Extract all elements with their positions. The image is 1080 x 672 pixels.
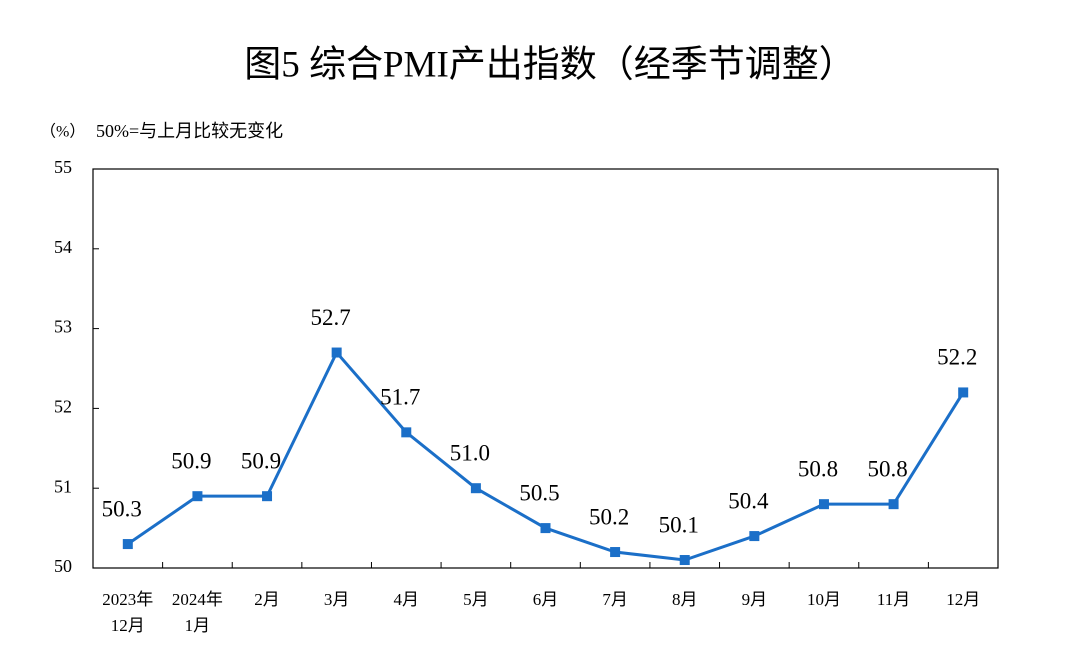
y-tick-label: 55 [54, 157, 72, 177]
value-label: 50.9 [171, 448, 211, 473]
plot-frame [92, 168, 999, 569]
x-tick-label: 2023年 [102, 590, 153, 609]
unit-label: （%） [40, 123, 85, 141]
point [749, 531, 760, 542]
x-tick-label: 2月 [254, 590, 280, 609]
point [401, 427, 412, 438]
x-tick-label: 5月 [463, 590, 489, 609]
x-tick-label: 12月 [111, 616, 145, 635]
x-tick-label: 4月 [394, 590, 420, 609]
point [470, 483, 481, 494]
point [192, 491, 203, 502]
x-tick-label: 1月 [185, 616, 211, 635]
y-tick-label: 53 [54, 317, 72, 337]
value-label: 50.5 [519, 480, 559, 505]
value-label: 51.7 [380, 385, 420, 410]
y-tick-label: 51 [54, 476, 72, 496]
x-tick-label: 11月 [877, 590, 910, 609]
value-label: 52.7 [311, 305, 351, 330]
value-label: 51.0 [450, 440, 490, 465]
point [610, 547, 621, 558]
y-tick-label: 50 [54, 556, 72, 576]
value-label: 50.8 [867, 456, 907, 481]
point [331, 347, 342, 358]
value-label: 50.4 [728, 488, 769, 513]
y-tick-label: 52 [54, 397, 72, 417]
point [122, 539, 133, 550]
value-label: 50.8 [798, 456, 838, 481]
y-tick-label: 54 [54, 237, 72, 257]
point [958, 387, 969, 398]
x-tick-label: 3月 [324, 590, 350, 609]
x-tick-label: 9月 [742, 590, 768, 609]
x-tick-label: 7月 [602, 590, 628, 609]
point [679, 555, 690, 566]
point [888, 499, 899, 510]
value-label: 50.1 [659, 512, 699, 537]
value-label: 52.2 [937, 345, 977, 370]
point [262, 491, 273, 502]
x-tick-label: 6月 [533, 590, 559, 609]
chart-title: 图5 综合PMI产出指数（经季节调整） [244, 43, 856, 85]
x-tick-label: 12月 [946, 590, 980, 609]
point [540, 523, 551, 534]
value-label: 50.3 [102, 496, 142, 521]
value-label: 50.2 [589, 504, 629, 529]
x-tick-label: 2024年 [172, 590, 223, 609]
x-tick-label: 10月 [807, 590, 841, 609]
point [818, 499, 829, 510]
note: 50%=与上月比较无变化 [96, 121, 283, 141]
value-label: 50.9 [241, 448, 281, 473]
x-tick-label: 8月 [672, 590, 698, 609]
